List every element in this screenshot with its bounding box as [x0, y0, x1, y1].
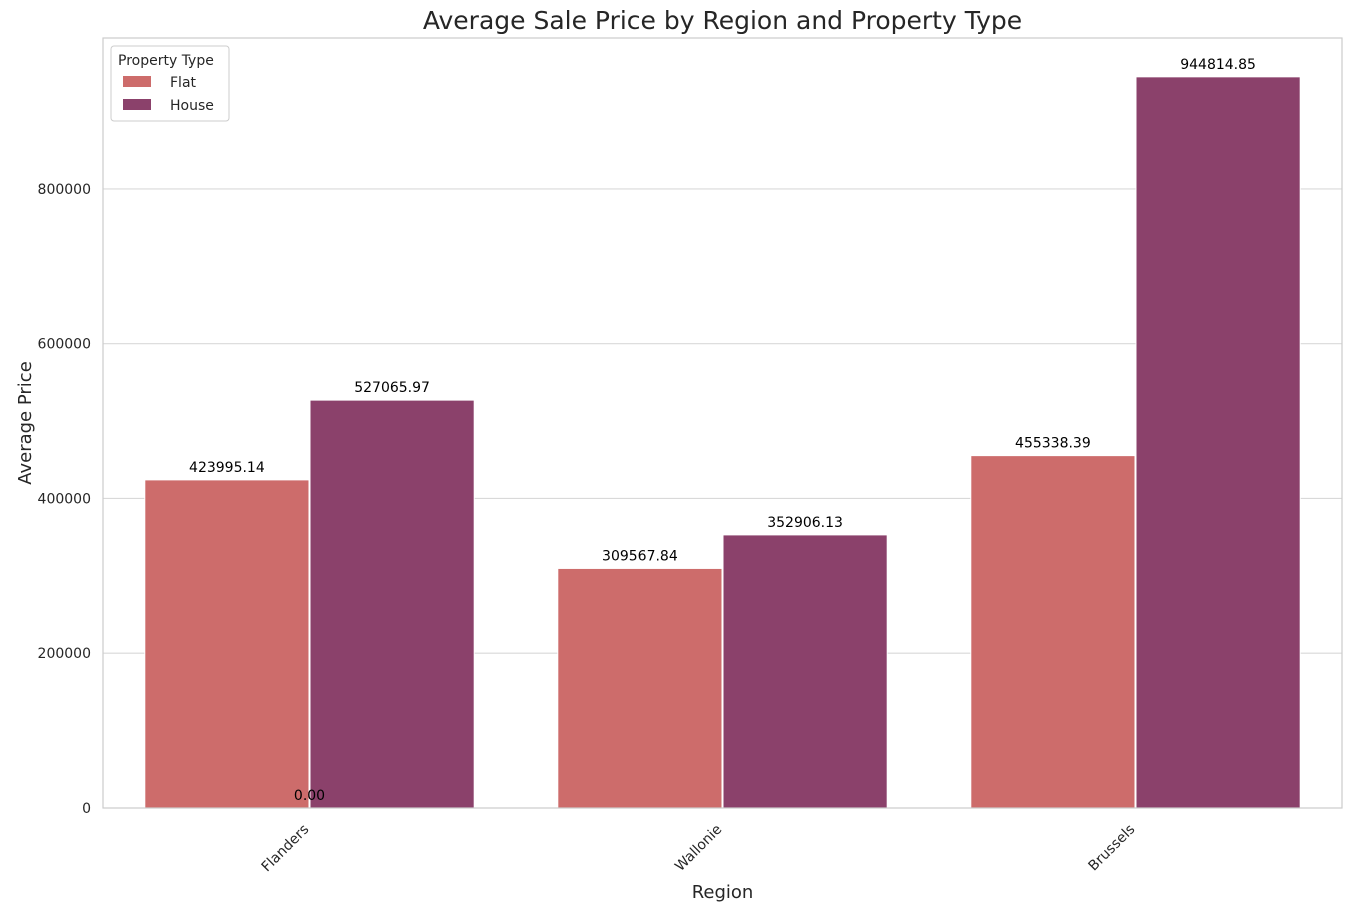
bars [144, 76, 1301, 809]
legend-title: Property Type [118, 53, 214, 69]
x-tick-label: Flanders [259, 822, 313, 876]
bar-value-label: 944814.85 [1180, 57, 1256, 73]
y-axis-label: Average Price [15, 361, 36, 485]
bar-value-label: 527065.97 [354, 380, 430, 396]
bar-flanders-house [309, 399, 475, 809]
y-tick-label: 200000 [38, 646, 91, 662]
legend-label-house: House [170, 98, 214, 114]
legend-items: Flat House [123, 75, 214, 114]
x-tick-label: Brussels [1086, 822, 1139, 875]
y-tick-label: 600000 [38, 337, 91, 353]
legend-label-flat: Flat [170, 75, 197, 91]
bar-value-label: 455338.39 [1015, 436, 1091, 452]
bar-value-label: 309567.84 [602, 548, 678, 564]
bar-value-labels: 423995.14 527065.97 309567.84 352906.13 4553… [189, 57, 1256, 804]
bar-wallonie-house [722, 534, 888, 809]
bar-value-label-extra: 0.00 [294, 788, 325, 804]
y-tick-label: 400000 [38, 491, 91, 507]
bar-brussels-house [1135, 76, 1301, 809]
bar-value-label: 423995.14 [189, 460, 265, 476]
bar-flanders-flat [144, 479, 310, 809]
plot-frame [102, 37, 1343, 809]
x-axis-label: Region [692, 882, 754, 903]
y-tick-label: 800000 [38, 182, 91, 198]
bar-value-label: 352906.13 [767, 515, 843, 531]
bar-brussels-flat [970, 455, 1136, 809]
bar-wallonie-flat [557, 567, 723, 809]
chart-title: Average Sale Price by Region and Propert… [423, 6, 1022, 35]
legend-swatch-flat [123, 76, 151, 87]
legend-swatch-house [123, 99, 151, 110]
legend: Property Type Flat House [110, 45, 230, 122]
y-tick-label: 0 [82, 801, 91, 817]
x-tick-label: Wallonie [672, 822, 725, 875]
